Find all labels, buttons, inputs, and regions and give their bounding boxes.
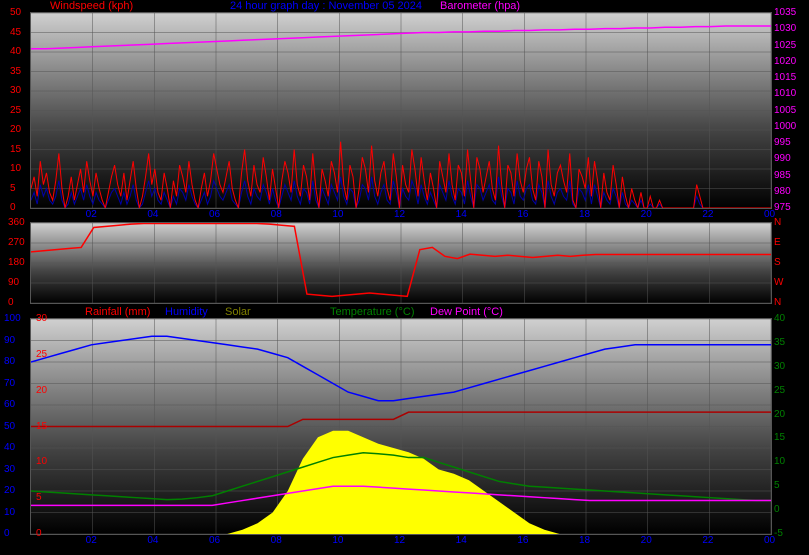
axis-label: 10 <box>332 209 343 220</box>
axis-label: 06 <box>209 209 220 220</box>
axis-label: 18 <box>579 535 590 546</box>
axis-label: 990 <box>774 153 791 164</box>
axis-label: 10 <box>774 456 785 467</box>
axis-label: 270 <box>8 237 25 248</box>
axis-label: 20 <box>36 385 47 396</box>
axis-label: 60 <box>4 399 15 410</box>
axis-label: 1000 <box>774 121 796 132</box>
axis-label: 30 <box>36 313 47 324</box>
axis-label: -5 <box>774 528 783 539</box>
axis-label: 30 <box>774 361 785 372</box>
axis-label: 0 <box>774 504 780 515</box>
axis-label: 40 <box>10 46 21 57</box>
chart-panel <box>30 12 772 209</box>
axis-label: 20 <box>641 209 652 220</box>
axis-label: E <box>774 237 781 248</box>
axis-label: 15 <box>10 144 21 155</box>
axis-label: 35 <box>774 337 785 348</box>
axis-label: 10 <box>10 163 21 174</box>
axis-label: 1025 <box>774 40 796 51</box>
axis-label: 1020 <box>774 56 796 67</box>
axis-label: 90 <box>4 335 15 346</box>
axis-label: 25 <box>10 105 21 116</box>
axis-label: 5 <box>36 492 42 503</box>
axis-label: 80 <box>4 356 15 367</box>
axis-label: 12 <box>394 535 405 546</box>
axis-label: N <box>774 297 781 308</box>
axis-label: 18 <box>579 209 590 220</box>
legend-label: 24 hour graph day : November 05 2024 <box>230 0 422 12</box>
axis-label: 30 <box>4 464 15 475</box>
axis-label: 14 <box>456 535 467 546</box>
axis-label: N <box>774 217 781 228</box>
axis-label: 50 <box>10 7 21 18</box>
legend-label: Temperature (°C) <box>330 306 414 318</box>
axis-label: 180 <box>8 257 25 268</box>
axis-label: 40 <box>4 442 15 453</box>
axis-label: 12 <box>394 209 405 220</box>
axis-label: 980 <box>774 186 791 197</box>
axis-label: 0 <box>36 528 42 539</box>
axis-label: 0 <box>8 297 14 308</box>
axis-label: 20 <box>4 485 15 496</box>
axis-label: 70 <box>4 378 15 389</box>
axis-label: 5 <box>774 480 780 491</box>
axis-label: 20 <box>10 124 21 135</box>
axis-label: 1010 <box>774 88 796 99</box>
axis-label: 0 <box>4 528 10 539</box>
axis-label: 5 <box>10 183 16 194</box>
axis-label: 25 <box>774 385 785 396</box>
axis-label: 985 <box>774 170 791 181</box>
axis-label: 08 <box>271 209 282 220</box>
legend-label: Solar <box>225 306 251 318</box>
chart-panel <box>30 318 772 535</box>
axis-label: 02 <box>86 209 97 220</box>
axis-label: 00 <box>764 535 775 546</box>
axis-label: 04 <box>147 209 158 220</box>
legend-label: Windspeed (kph) <box>50 0 133 12</box>
axis-label: 16 <box>517 535 528 546</box>
chart-panel <box>30 222 772 304</box>
axis-label: 15 <box>774 432 785 443</box>
axis-label: 1015 <box>774 72 796 83</box>
axis-label: 995 <box>774 137 791 148</box>
axis-label: 360 <box>8 217 25 228</box>
legend-label: Dew Point (°C) <box>430 306 503 318</box>
axis-label: 1030 <box>774 23 796 34</box>
axis-label: 10 <box>36 456 47 467</box>
axis-label: 06 <box>209 535 220 546</box>
axis-label: 50 <box>4 421 15 432</box>
axis-label: 02 <box>86 535 97 546</box>
axis-label: 1005 <box>774 105 796 116</box>
axis-label: 40 <box>774 313 785 324</box>
axis-label: W <box>774 277 783 288</box>
axis-label: 22 <box>702 535 713 546</box>
axis-label: 08 <box>271 535 282 546</box>
axis-label: 90 <box>8 277 19 288</box>
axis-label: 0 <box>10 202 16 213</box>
axis-label: S <box>774 257 781 268</box>
legend-label: Barometer (hpa) <box>440 0 520 12</box>
axis-label: 14 <box>456 209 467 220</box>
axis-label: 35 <box>10 66 21 77</box>
axis-label: 10 <box>332 535 343 546</box>
axis-label: 25 <box>36 349 47 360</box>
legend-label: Humidity <box>165 306 208 318</box>
axis-label: 30 <box>10 85 21 96</box>
axis-label: 20 <box>641 535 652 546</box>
axis-label: 10 <box>4 507 15 518</box>
axis-label: 16 <box>517 209 528 220</box>
axis-label: 975 <box>774 202 791 213</box>
axis-label: 20 <box>774 409 785 420</box>
axis-label: 100 <box>4 313 21 324</box>
axis-label: 04 <box>147 535 158 546</box>
axis-label: 15 <box>36 421 47 432</box>
axis-label: 22 <box>702 209 713 220</box>
legend-label: Rainfall (mm) <box>85 306 150 318</box>
axis-label: 1035 <box>774 7 796 18</box>
axis-label: 45 <box>10 27 21 38</box>
